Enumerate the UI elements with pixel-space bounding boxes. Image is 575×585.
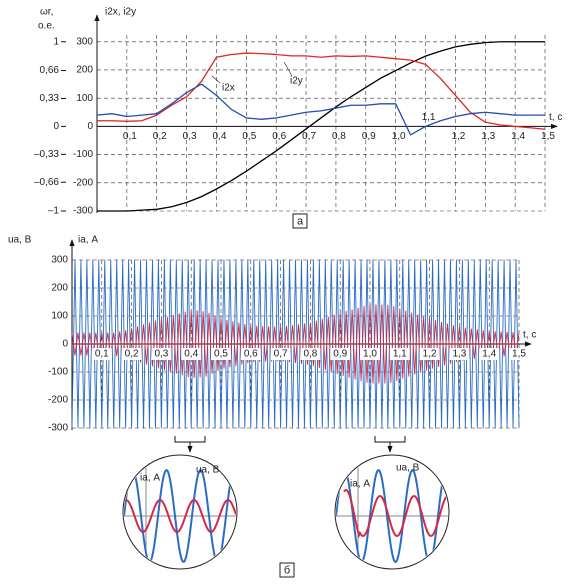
inset-wave <box>343 488 448 539</box>
y-axis-label: ia, А <box>78 235 98 246</box>
y-tick-label: -100 <box>73 149 93 160</box>
tick-label-box <box>270 348 291 360</box>
x-tick-label: 0,3 <box>183 131 197 142</box>
series-name: i2y <box>290 76 303 87</box>
x-tick-label: 0,2 <box>125 349 139 360</box>
x-tick-label: 0,8 <box>332 131 346 142</box>
tick-label-box <box>509 348 529 360</box>
y-tick-label: 0 <box>53 121 59 132</box>
series-name: i2x <box>222 83 235 94</box>
tick-label-box <box>449 348 470 360</box>
x-tick-label: 1,1 <box>422 112 436 123</box>
y-axis-label: о.е. <box>38 21 55 32</box>
tick-label-box <box>330 348 351 360</box>
x-tick-label: 1,4 <box>511 131 525 142</box>
x-axis-label: t, с <box>549 112 562 123</box>
panel-label: б <box>284 564 290 576</box>
inset-label: ua, В <box>396 463 420 474</box>
y-tick-label: 0,66 <box>40 65 60 76</box>
tick-label-box <box>181 348 202 360</box>
x-tick-label: 1,2 <box>423 349 437 360</box>
x-tick-label: 0,6 <box>272 131 286 142</box>
y-tick-label: 300 <box>76 36 93 47</box>
zoom-bracket <box>374 436 406 452</box>
tick-label-box <box>479 348 500 360</box>
series-line <box>71 304 520 384</box>
y-tick-label: 200 <box>51 283 68 294</box>
tick-label-box <box>121 348 142 360</box>
series-line <box>71 259 520 429</box>
y-tick-label: 200 <box>76 65 93 76</box>
y-tick-label: -300 <box>48 423 68 434</box>
x-tick-label: 0,1 <box>95 349 109 360</box>
x-tick-label: 0,7 <box>274 349 288 360</box>
y-tick-label: 0,33 <box>40 93 60 104</box>
y-tick-label: –1 <box>48 206 60 217</box>
tick-label-box <box>91 348 112 360</box>
inset-circle <box>122 454 238 570</box>
series-line <box>97 52 546 130</box>
x-tick-label: 1,4 <box>482 349 496 360</box>
x-tick-label: 0,9 <box>362 131 376 142</box>
tick-label-box <box>240 348 261 360</box>
x-tick-label: 0,2 <box>153 131 167 142</box>
leader <box>283 61 293 77</box>
x-tick-label: 0,8 <box>303 349 317 360</box>
panel-label: а <box>297 215 304 227</box>
x-axis-label: t, с <box>523 330 536 341</box>
x-tick-label: 1,3 <box>452 349 466 360</box>
y-tick-label: 300 <box>51 255 68 266</box>
y-tick-label: 100 <box>51 311 68 322</box>
inset-wave <box>124 498 236 534</box>
y-tick-label: 0 <box>87 121 93 132</box>
x-tick-label: 1,2 <box>451 131 465 142</box>
x-tick-label: 0,9 <box>333 349 347 360</box>
inset-label: ia, А <box>140 473 160 484</box>
zoom-bracket <box>174 436 206 452</box>
x-tick-label: 1,0 <box>363 349 377 360</box>
tick-label-box <box>419 348 440 360</box>
y-tick-label: -200 <box>48 395 68 406</box>
x-tick-label: 0,5 <box>242 131 256 142</box>
y-tick-label: 1 <box>53 36 59 47</box>
series-line <box>96 83 545 136</box>
leader <box>211 75 221 84</box>
tick-label-box <box>300 348 321 360</box>
inset-label: ia, А <box>350 479 370 490</box>
y-tick-label: -300 <box>73 206 93 217</box>
y-tick-label: 0 <box>62 339 68 350</box>
panel-label-box <box>279 562 295 578</box>
x-tick-label: 0,3 <box>154 349 168 360</box>
inset-circle <box>334 454 450 570</box>
x-tick-label: 1,3 <box>481 131 495 142</box>
tick-label-box <box>389 348 410 360</box>
tick-label-box <box>211 348 231 360</box>
x-tick-label: 0,5 <box>214 349 228 360</box>
x-tick-label: 0,7 <box>302 131 316 142</box>
panel-label-box <box>292 213 308 229</box>
series-line <box>97 41 545 212</box>
y-tick-label: -200 <box>73 177 93 188</box>
x-tick-label: 0,4 <box>184 349 198 360</box>
inset-label: ua, В <box>196 465 220 476</box>
y-tick-label: -100 <box>48 367 68 378</box>
tick-label-box <box>360 348 380 360</box>
tick-label-box <box>151 348 172 360</box>
y-tick-label: 100 <box>76 93 93 104</box>
y-tick-label: –0,33 <box>34 149 59 160</box>
x-tick-label: 1,5 <box>512 349 526 360</box>
y-axis-label: ua, В <box>8 235 32 246</box>
x-tick-label: 0,4 <box>213 131 227 142</box>
x-tick-label: 1,0 <box>392 131 406 142</box>
y2-axis-label: i2x, i2y <box>105 7 136 18</box>
y-axis-label: ωr, <box>40 7 53 18</box>
x-tick-label: 1,5 <box>541 131 555 142</box>
y-tick-label: –0,66 <box>34 177 59 188</box>
x-tick-label: 0,6 <box>244 349 258 360</box>
x-tick-label: 1,1 <box>393 349 407 360</box>
x-tick-label: 0,1 <box>123 131 137 142</box>
